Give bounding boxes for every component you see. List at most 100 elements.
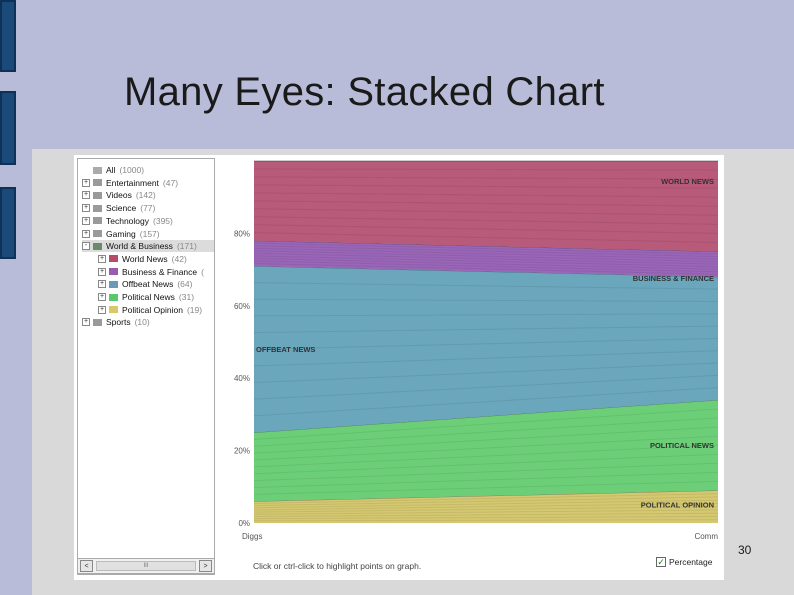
expand-icon[interactable]: +: [82, 229, 90, 238]
category-color-swatch: [93, 242, 102, 250]
y-tick-label: 20%: [234, 447, 250, 456]
area-boundary-offbeat-news: [253, 265, 719, 278]
tree-item-count: (31): [178, 292, 195, 302]
area-streak: [253, 216, 719, 225]
series-label-political-news: POLITICAL NEWS: [650, 441, 714, 450]
percentage-checkbox[interactable]: ✓: [656, 557, 666, 567]
area-streak: [253, 298, 719, 302]
tree-item-label: Business & Finance: [122, 266, 198, 277]
series-label-world-news: WORLD NEWS: [661, 177, 714, 186]
expand-icon[interactable]: +: [98, 254, 106, 263]
area-streak: [253, 260, 719, 273]
tree-item-label: Entertainment: [106, 177, 159, 188]
area-streak: [253, 313, 719, 317]
tree-item-entertainment[interactable]: + Entertainment (47): [82, 177, 214, 189]
y-tick-label: 0%: [238, 519, 250, 528]
category-color-swatch: [109, 280, 118, 288]
tree-item-label: All: [106, 165, 116, 175]
stacked-area-chart[interactable]: 0% 20% 40% 60% 80% Diggs Comm POLITICAL OPINION…: [222, 155, 722, 550]
tree-item-political-opinion[interactable]: + Political Opinion (19): [98, 304, 214, 316]
area-band-offbeat-news[interactable]: [254, 265, 718, 433]
tree-item-count: (1000): [119, 165, 145, 175]
percentage-toggle[interactable]: ✓ Percentage: [656, 557, 712, 567]
area-band-world-news[interactable]: [254, 161, 718, 252]
tree-item-count: (19): [186, 304, 203, 315]
tree-item-count: (395): [153, 215, 173, 226]
expand-icon[interactable]: +: [98, 293, 106, 301]
tree-item-videos[interactable]: + Videos (142): [82, 189, 214, 201]
expand-icon[interactable]: +: [98, 305, 106, 314]
tree-item-sports[interactable]: + Sports (10): [82, 316, 214, 328]
area-streak: [253, 453, 719, 475]
expand-icon[interactable]: +: [82, 318, 90, 327]
tree-item-world-news[interactable]: + World News (42): [98, 253, 214, 265]
area-streak: [253, 515, 719, 520]
x-tick-label: Diggs: [242, 532, 262, 541]
category-color-swatch: [93, 230, 102, 237]
category-color-swatch: [109, 268, 118, 276]
x-tick-label: Comm: [694, 532, 718, 541]
percentage-label: Percentage: [669, 557, 713, 567]
scroll-thumb[interactable]: III: [96, 561, 196, 571]
tree-item-label: Technology: [106, 215, 150, 226]
scroll-right-button[interactable]: >: [199, 560, 212, 572]
page-number: 30: [738, 543, 752, 557]
tree-item-count: (77): [140, 203, 156, 214]
area-streak: [253, 362, 719, 384]
tree-item-science[interactable]: + Science (77): [82, 202, 214, 214]
highlight-hint-text: Click or ctrl-click to highlight points …: [253, 561, 422, 571]
tree-item-offbeat-news[interactable]: + Offbeat News (64): [98, 278, 214, 290]
expand-icon[interactable]: +: [82, 191, 90, 200]
area-streak: [253, 408, 719, 440]
tree-item-gaming[interactable]: + Gaming (157): [82, 228, 214, 240]
slide-accent-bar-2: [0, 91, 16, 165]
category-color-swatch: [93, 166, 102, 174]
area-streak: [253, 247, 719, 260]
tree-item-business-finance[interactable]: + Business & Finance(: [98, 266, 214, 278]
area-streak: [253, 337, 719, 350]
tree-item-label: World & Business: [106, 241, 173, 252]
area-streak: [253, 374, 719, 400]
scroll-left-button[interactable]: <: [80, 560, 93, 572]
tree-item-count: (42): [171, 253, 187, 264]
tree-item-all[interactable]: All (1000): [82, 164, 214, 176]
expand-icon[interactable]: +: [82, 178, 90, 187]
tree-horizontal-scrollbar[interactable]: < III >: [77, 558, 215, 574]
collapse-icon[interactable]: -: [82, 242, 90, 251]
tree-item-technology[interactable]: + Technology (395): [82, 215, 214, 227]
area-streak: [253, 250, 719, 263]
area-streak: [253, 496, 719, 507]
tree-item-count: (157): [139, 228, 160, 239]
tree-item-political-news[interactable]: + Political News (31): [98, 291, 214, 303]
series-label-business-finance: BUSINESS & FINANCE: [633, 274, 714, 283]
area-band-business-finance[interactable]: [254, 240, 718, 277]
tree-item-label: Offbeat News: [122, 279, 174, 290]
area-streak: [253, 176, 719, 180]
category-color-swatch: [93, 179, 102, 187]
area-band-political-news[interactable]: [254, 399, 718, 502]
area-streak: [253, 426, 719, 454]
expand-icon[interactable]: +: [82, 216, 90, 225]
area-streak: [253, 208, 719, 216]
area-streak: [253, 192, 719, 198]
area-streak: [253, 245, 719, 258]
category-tree[interactable]: All (1000) + Entertainment (47) + Videos (142) +…: [77, 158, 215, 575]
category-color-swatch: [109, 255, 118, 263]
area-streak: [253, 480, 719, 495]
tree-item-label: Political News: [122, 292, 175, 302]
area-streak: [253, 493, 719, 504]
category-color-swatch: [109, 293, 118, 301]
expand-icon[interactable]: +: [82, 204, 90, 213]
area-streak: [253, 519, 719, 522]
area-streak: [253, 184, 719, 189]
area-streak: [253, 242, 719, 255]
expand-icon[interactable]: +: [98, 267, 106, 276]
area-streak: [253, 282, 719, 290]
expand-icon[interactable]: +: [98, 280, 106, 289]
series-label-political-opinion: POLITICAL OPINION: [641, 500, 714, 509]
tree-item-count: (47): [162, 177, 179, 188]
area-streak: [253, 252, 719, 265]
tree-item-world-business[interactable]: - World & Business (171): [82, 240, 214, 253]
area-streak: [253, 444, 719, 468]
area-streak: [253, 200, 719, 207]
